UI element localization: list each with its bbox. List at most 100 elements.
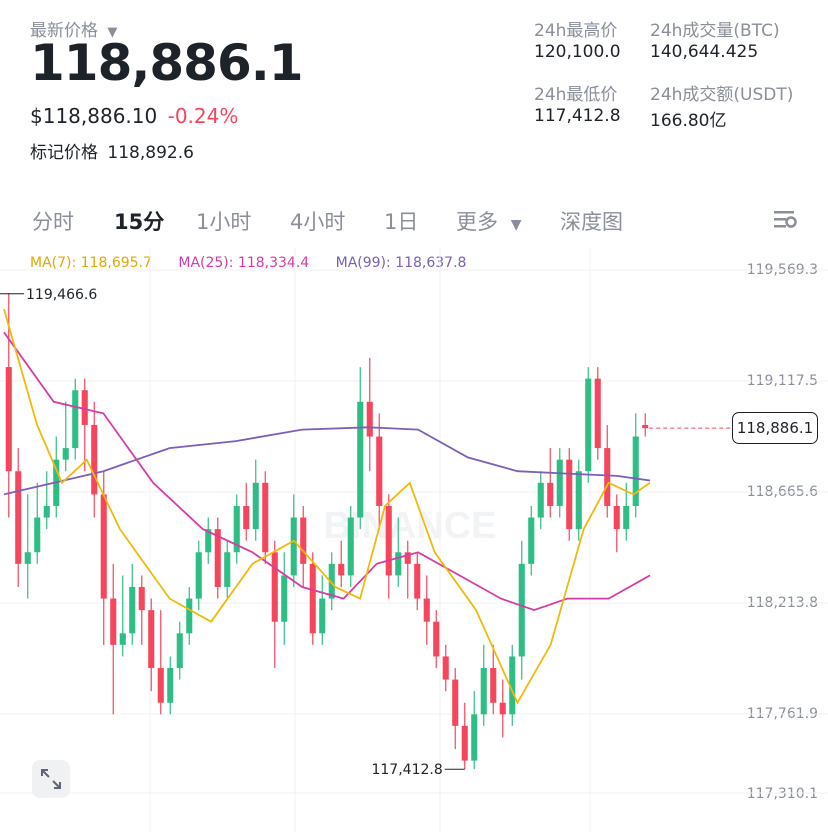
- candle-body: [490, 668, 497, 703]
- ma99-label: MA(99): 118,637.8: [335, 255, 467, 271]
- candle-body: [556, 459, 563, 506]
- candle-body: [167, 668, 174, 703]
- tab-1h[interactable]: 1小时: [196, 210, 252, 234]
- candle-body: [157, 668, 164, 703]
- candle-body: [471, 714, 478, 761]
- low-label: 24h最低价: [534, 85, 618, 105]
- latest-price-label[interactable]: 最新价格 ▼: [30, 16, 117, 41]
- high-label: 24h最高价: [534, 21, 618, 41]
- expand-chart-button[interactable]: [32, 760, 70, 798]
- usd-price: $118,886.10: [30, 104, 158, 128]
- candle-body: [328, 563, 335, 599]
- candle-body: [623, 505, 630, 530]
- candle-body: [404, 552, 411, 564]
- candle-body: [632, 436, 639, 506]
- dropdown-caret-icon: ▼: [107, 25, 118, 40]
- candle-body: [613, 505, 620, 530]
- candle-body: [547, 482, 554, 506]
- mark-price-label: 标记价格: [30, 143, 98, 163]
- candle-body: [290, 517, 297, 576]
- mark-price-value: 118,892.6: [107, 143, 194, 163]
- chart-settings-icon[interactable]: [772, 208, 798, 230]
- min-annotation-label: 117,412.8: [371, 762, 442, 778]
- candle-body: [5, 367, 12, 472]
- latest-price-label-text: 最新价格: [30, 21, 98, 41]
- candle-body: [357, 401, 364, 518]
- candle-body: [642, 424, 649, 429]
- tab-4h[interactable]: 4小时: [290, 210, 346, 234]
- candle-body: [243, 505, 250, 530]
- candle-body: [575, 471, 582, 530]
- candle-body: [461, 725, 468, 761]
- candle-body: [480, 668, 487, 715]
- tab-time-sharing[interactable]: 分时: [32, 210, 74, 234]
- latest-price: 118,886.1: [30, 34, 304, 92]
- candle-body: [414, 563, 421, 599]
- candle-body: [43, 505, 50, 518]
- candle-body: [214, 529, 221, 587]
- candle-body: [395, 552, 402, 576]
- candle-body: [100, 494, 107, 599]
- high-value: 120,100.0: [534, 42, 621, 62]
- candle-body: [376, 436, 383, 506]
- candle-body: [233, 505, 240, 553]
- candle-body: [129, 586, 136, 634]
- candle-body: [271, 552, 278, 622]
- ma7-label: MA(7): 118,695.7: [30, 255, 152, 271]
- price-axis-label: 117,310.1: [746, 786, 818, 802]
- max-annotation-label: 119,466.6: [26, 287, 97, 303]
- candle-body: [138, 586, 145, 611]
- candle-body: [338, 563, 345, 576]
- ma-legend: MA(7): 118,695.7 MA(25): 118,334.4 MA(99…: [30, 255, 466, 271]
- tab-1d[interactable]: 1日: [384, 210, 419, 234]
- candle-body: [423, 598, 430, 622]
- volume-btc-value: 140,644.425: [650, 42, 759, 62]
- ma99-line: [3, 426, 651, 496]
- tab-more[interactable]: 更多 ▼: [456, 206, 521, 236]
- candle-body: [91, 424, 98, 495]
- candle-body: [452, 679, 459, 726]
- candle-body: [148, 610, 155, 669]
- mark-price-row: 标记价格 118,892.6: [30, 138, 194, 163]
- candle-body: [433, 621, 440, 657]
- change-percent: -0.24%: [167, 104, 239, 128]
- chevron-down-icon: ▼: [510, 217, 522, 233]
- candle-body: [119, 633, 126, 645]
- volume-usdt-label: 24h成交额(USDT): [650, 85, 794, 105]
- volume-btc-label: 24h成交量(BTC): [650, 21, 780, 41]
- candle-body: [585, 378, 592, 472]
- ma25-line: [3, 331, 651, 612]
- candle-body: [224, 552, 231, 587]
- tab-depth[interactable]: 深度图: [560, 210, 623, 234]
- candle-body: [499, 702, 506, 715]
- low-value: 117,412.8: [534, 106, 621, 126]
- candle-body: [205, 529, 212, 553]
- candle-body: [347, 517, 354, 576]
- candle-body: [309, 563, 316, 634]
- candle-body: [319, 598, 326, 634]
- tab-15m[interactable]: 15分: [114, 210, 165, 234]
- ma7-line: [3, 308, 651, 705]
- volume-usdt-value: 166.80亿: [650, 111, 727, 131]
- candle-body: [281, 575, 288, 622]
- candle-body: [72, 390, 79, 449]
- candle-body: [528, 517, 535, 564]
- candle-body: [300, 517, 307, 564]
- candle-body: [442, 656, 449, 680]
- candle-body: [537, 482, 544, 518]
- candle-body: [62, 448, 69, 460]
- candle-body: [509, 656, 516, 715]
- ma25-label: MA(25): 118,334.4: [178, 255, 310, 271]
- tab-more-label: 更多: [456, 210, 498, 234]
- candle-body: [15, 471, 22, 564]
- candle-body: [594, 378, 601, 449]
- candle-body: [385, 505, 392, 576]
- price-change-row: $118,886.10 -0.24%: [30, 104, 238, 128]
- candle-body: [81, 390, 88, 425]
- candle-body: [252, 482, 259, 530]
- candle-body: [518, 563, 525, 657]
- candle-body: [604, 448, 611, 506]
- candle-body: [366, 401, 373, 437]
- candle-body: [24, 552, 31, 564]
